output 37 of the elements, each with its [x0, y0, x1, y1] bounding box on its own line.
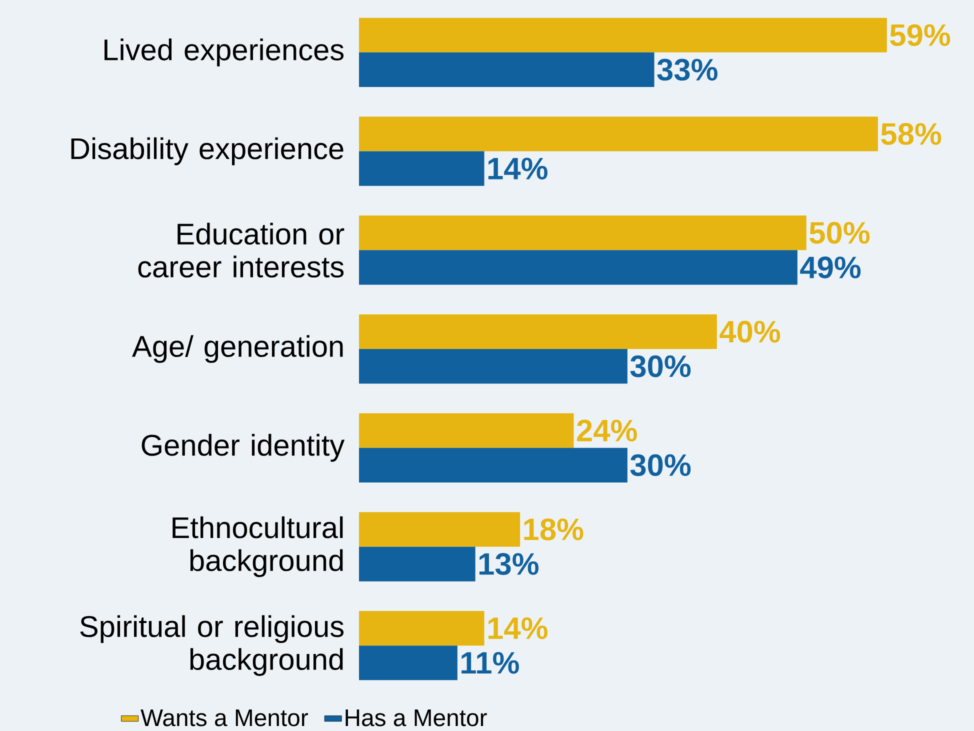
- bar: [359, 216, 806, 250]
- y-tick-label: Age/ generation: [132, 335, 343, 363]
- bar: [359, 349, 628, 384]
- data-label: 59%: [890, 24, 950, 46]
- bar: [359, 610, 484, 646]
- bar: [359, 52, 654, 88]
- data-label: 18%: [524, 518, 584, 540]
- legend-label: Wants a Mentor: [140, 710, 308, 726]
- bar: [359, 413, 574, 448]
- data-label: 14%: [488, 158, 548, 180]
- bar: [359, 151, 484, 186]
- legend-label: Has a Mentor: [346, 710, 487, 726]
- data-label: 13%: [479, 553, 539, 575]
- data-label: 24%: [577, 420, 637, 442]
- bar: [359, 314, 717, 349]
- y-tick-label: Ethnocultural background: [172, 516, 343, 578]
- data-label: 30%: [630, 355, 691, 378]
- data-label: 11%: [462, 652, 519, 674]
- bar: [359, 250, 798, 285]
- data-label: 49%: [800, 256, 861, 278]
- bar: [359, 646, 458, 680]
- bar: [359, 18, 887, 52]
- data-label: 14%: [488, 617, 548, 640]
- y-tick-label: Gender identity: [142, 434, 345, 462]
- bar: [359, 116, 878, 152]
- data-label: 30%: [630, 454, 691, 476]
- bar: [359, 448, 628, 482]
- y-tick-label: Disability experience: [71, 137, 344, 166]
- y-tick-label: Spiritual or religious background: [80, 615, 344, 676]
- bar: [359, 546, 476, 582]
- data-label: 58%: [881, 123, 942, 145]
- bar: [359, 512, 520, 547]
- data-label: 50%: [810, 222, 870, 244]
- data-label: 33%: [657, 58, 718, 81]
- data-label: 40%: [720, 320, 780, 343]
- y-tick-label: Lived experiences: [104, 38, 344, 66]
- y-tick-label: Education or career interests: [138, 222, 344, 278]
